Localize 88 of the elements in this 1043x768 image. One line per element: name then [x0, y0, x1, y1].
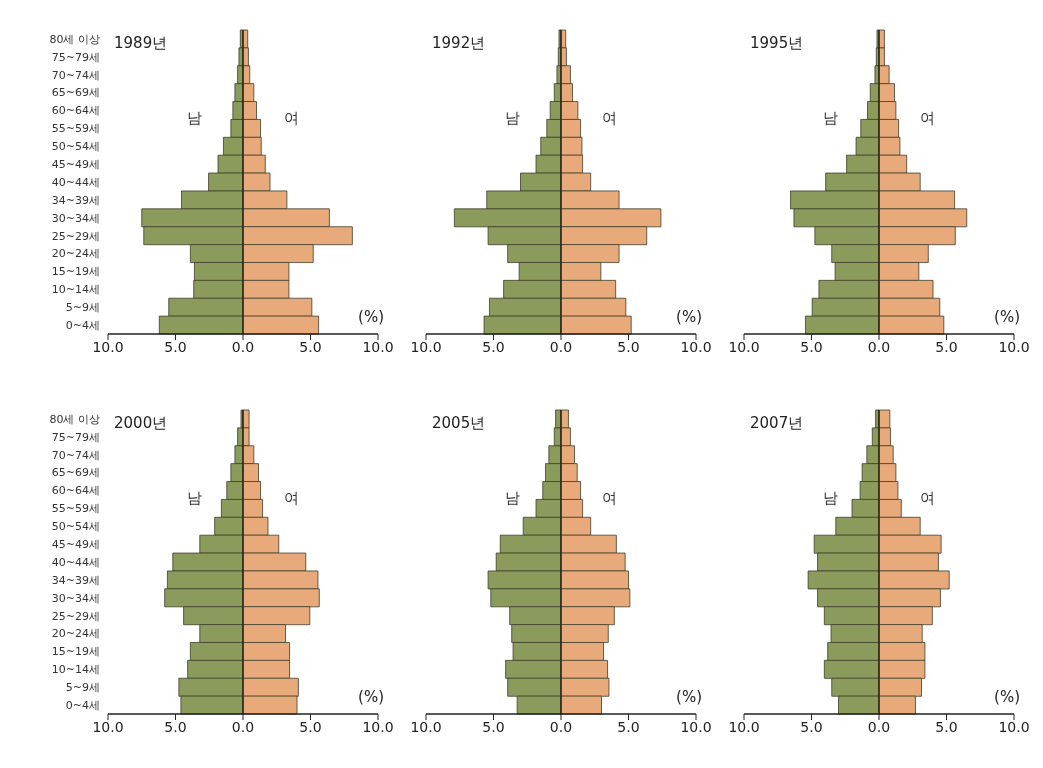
y-tick-label: 80세 이상	[49, 412, 100, 426]
x-tick-label: 5.0	[482, 338, 505, 355]
series-label: 남	[503, 489, 521, 509]
x-tick-label: 10.0	[362, 338, 394, 355]
x-tick-label: 10.0	[998, 338, 1030, 355]
y-tick-label: 80세 이상	[49, 32, 100, 46]
y-tick-label: 70~74세	[51, 448, 100, 462]
x-tick-label: 10.0	[92, 338, 124, 355]
y-tick-label: 55~59세	[51, 502, 100, 516]
x-tick-label: 5.0	[617, 718, 640, 735]
chart-title: 1995년	[750, 34, 804, 53]
y-tick-label: 10~14세	[51, 283, 100, 297]
y-tick-label: 40~44세	[51, 555, 100, 569]
x-tick-label: 5.0	[164, 718, 187, 735]
chart-title: 1992년	[432, 34, 486, 53]
annotation: (%)	[358, 688, 384, 706]
x-tick-label: 0.0	[867, 718, 891, 735]
x-tick-label: 10.0	[680, 338, 712, 355]
series-label: 남	[503, 109, 521, 129]
x-tick-label: 5.0	[164, 338, 187, 355]
y-tick-label: 75~79세	[51, 430, 100, 444]
y-tick-label: 0~4세	[65, 698, 100, 712]
annotation: (%)	[676, 308, 702, 326]
y-tick-label: 25~29세	[51, 609, 100, 623]
series-label: 여	[283, 489, 301, 509]
x-tick-label: 10.0	[998, 718, 1030, 735]
annotation: (%)	[994, 688, 1020, 706]
series-label: 남	[185, 109, 203, 129]
y-tick-label: 5~9세	[65, 301, 100, 315]
x-tick-label: 0.0	[231, 718, 255, 735]
y-tick-label: 30~34세	[51, 211, 100, 225]
y-tick-label: 34~39세	[51, 193, 100, 207]
x-tick-label: 5.0	[800, 718, 823, 735]
y-tick-label: 15~19세	[51, 645, 100, 659]
y-tick-label: 34~39세	[51, 573, 100, 587]
y-tick-label: 75~79세	[51, 50, 100, 64]
y-tick-label: 70~74세	[51, 68, 100, 82]
x-tick-label: 5.0	[935, 718, 958, 735]
y-tick-label: 65~69세	[51, 86, 100, 100]
x-tick-label: 5.0	[482, 718, 505, 735]
series-label: 여	[919, 489, 937, 509]
annotation: (%)	[676, 688, 702, 706]
x-tick-label: 10.0	[410, 718, 442, 735]
y-tick-label: 45~49세	[51, 158, 100, 172]
y-tick-label: 50~54세	[51, 140, 100, 154]
y-tick-label: 20~24세	[51, 627, 100, 641]
chart-title: 2000년	[114, 414, 168, 433]
y-tick-label: 5~9세	[65, 681, 100, 695]
y-tick-label: 40~44세	[51, 175, 100, 189]
y-tick-label: 55~59세	[51, 122, 100, 136]
y-tick-label: 20~24세	[51, 247, 100, 261]
x-tick-label: 10.0	[728, 338, 760, 355]
chart-title: 1989년	[114, 34, 168, 53]
x-tick-label: 0.0	[549, 338, 573, 355]
y-tick-label: 45~49세	[51, 538, 100, 552]
x-tick-label: 5.0	[299, 718, 322, 735]
series-label: 여	[601, 489, 619, 509]
series-label: 여	[601, 109, 619, 129]
chart-title: 2007년	[750, 414, 804, 433]
x-tick-label: 5.0	[299, 338, 322, 355]
x-tick-label: 5.0	[617, 338, 640, 355]
series-label: 여	[283, 109, 301, 129]
y-tick-label: 0~4세	[65, 318, 100, 332]
series-label: 여	[919, 109, 937, 129]
x-tick-label: 10.0	[680, 718, 712, 735]
annotation: (%)	[358, 308, 384, 326]
x-tick-label: 0.0	[231, 338, 255, 355]
x-tick-label: 10.0	[92, 718, 124, 735]
y-tick-label: 65~69세	[51, 466, 100, 480]
x-tick-label: 10.0	[728, 718, 760, 735]
y-tick-label: 50~54세	[51, 520, 100, 534]
y-tick-label: 30~34세	[51, 591, 100, 605]
x-tick-label: 10.0	[362, 718, 394, 735]
y-tick-label: 10~14세	[51, 663, 100, 677]
x-tick-label: 5.0	[935, 338, 958, 355]
annotation: (%)	[994, 308, 1020, 326]
x-tick-label: 0.0	[867, 338, 891, 355]
y-tick-label: 60~64세	[51, 484, 100, 498]
series-label: 남	[821, 109, 839, 129]
y-tick-label: 60~64세	[51, 104, 100, 118]
x-tick-label: 10.0	[410, 338, 442, 355]
series-label: 남	[821, 489, 839, 509]
x-tick-label: 5.0	[800, 338, 823, 355]
series-label: 남	[185, 489, 203, 509]
y-tick-label: 25~29세	[51, 229, 100, 243]
y-tick-label: 15~19세	[51, 265, 100, 279]
chart-title: 2005년	[432, 414, 486, 433]
x-tick-label: 0.0	[549, 718, 573, 735]
